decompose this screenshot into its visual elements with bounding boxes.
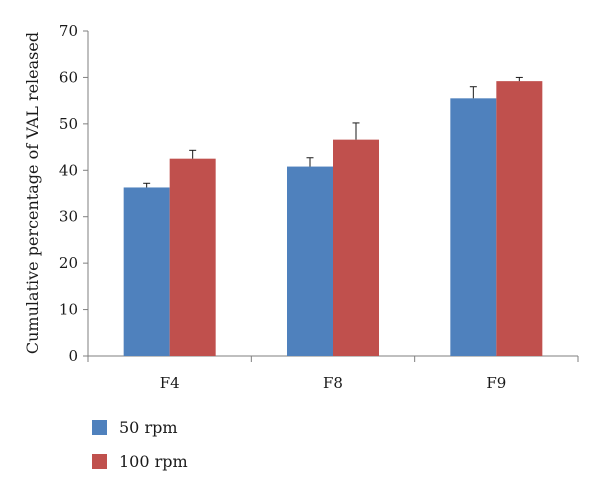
bar: [169, 158, 216, 356]
y-tick-label: 60: [59, 68, 78, 86]
y-tick-label: 20: [59, 254, 78, 272]
y-tick-label: 50: [59, 115, 78, 133]
y-tick-label: 30: [59, 208, 78, 226]
legend-swatch: [92, 454, 107, 469]
bar: [333, 139, 379, 356]
legend: 50 rpm 100 rpm: [92, 418, 188, 471]
x-tick-label: F9: [486, 374, 506, 392]
bar: [123, 187, 170, 356]
bar: [450, 98, 497, 357]
y-axis-title: Cumulative percentage of VAL released: [23, 32, 42, 354]
legend-swatch: [92, 420, 107, 435]
plot-area: 0 10 20 30 40 50 60 70 F4 F8 F9: [59, 22, 579, 392]
y-tick-label: 40: [59, 161, 78, 179]
y-tick-label: 70: [59, 22, 78, 40]
y-tick-label: 10: [59, 301, 78, 319]
x-tick-label: F8: [323, 374, 343, 392]
legend-label: 100 rpm: [119, 452, 188, 471]
bar: [287, 166, 333, 356]
y-tick-label: 0: [68, 347, 78, 365]
legend-label: 50 rpm: [119, 418, 178, 437]
bar: [496, 81, 543, 357]
x-tick-label: F4: [160, 374, 180, 392]
